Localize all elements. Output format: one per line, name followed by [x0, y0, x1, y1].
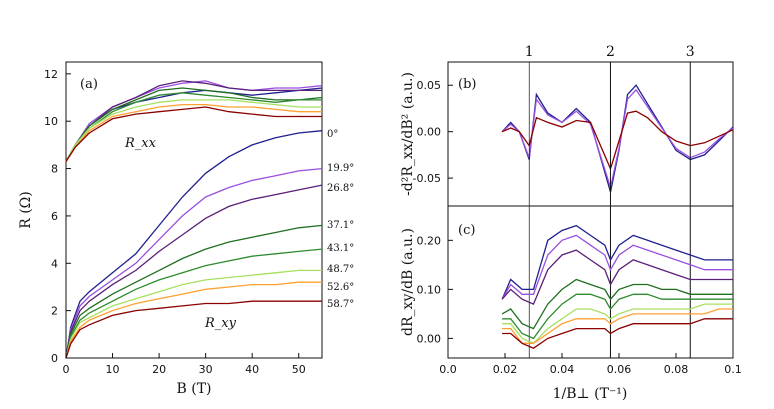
rxx-curve-1 [65, 80, 323, 162]
rxx-curve-7 [65, 106, 322, 162]
panel-c-xtick-label-2: 0.04 [550, 363, 575, 376]
vertical-line-label-2: 2 [606, 44, 615, 60]
panel-c-curve-1 [501, 234, 733, 300]
rxx-curve-0 [65, 87, 323, 162]
panel-b-curve-2 [501, 110, 734, 171]
rxy-annotation: R_xy [204, 316, 237, 331]
vertical-line-label-3: 3 [686, 44, 695, 60]
panel-c-xtick-label-3: 0.06 [607, 363, 632, 376]
rxx-curve-3 [65, 87, 323, 162]
panel-c-curve-7 [502, 318, 733, 349]
angle-label-2: 26.8° [327, 183, 354, 194]
panel-a-xtick-label-4: 40 [245, 363, 259, 376]
panel-b-ytick-label-0: -0.05 [413, 172, 441, 185]
rxy-curve-4 [65, 248, 323, 359]
panel-a-ytick-label-5: 10 [44, 115, 58, 128]
angle-label-4: 43.1° [327, 243, 354, 254]
panel-a-ytick-label-6: 12 [44, 68, 58, 81]
rxy-curve-0 [65, 130, 323, 359]
panel-a-ytick-label-2: 4 [51, 257, 58, 270]
panel-c-frame [447, 205, 734, 359]
panel-b-label: (b) [458, 77, 476, 92]
panel-c-xtick-label-1: 0.02 [493, 363, 518, 376]
panel-c-curve-3 [501, 278, 733, 330]
angle-labels: 0° 19.9° 26.8° 37.1° 43.1° 48.7° 52.6° 5… [327, 129, 354, 310]
rxy-curve-2 [65, 184, 323, 359]
panel-c-curve-2 [501, 249, 733, 305]
panel-a-xtick-label-3: 30 [199, 363, 213, 376]
panel-a-xtick-label-0: 0 [63, 363, 70, 376]
angle-label-0: 0° [327, 129, 338, 140]
panel-b-plot: -0.05 0.00 0.05 1 2 3 [413, 44, 734, 358]
vertical-line-label-1: 1 [525, 44, 534, 60]
angle-label-1: 19.9° [327, 163, 354, 174]
angle-label-3: 37.1° [327, 220, 354, 231]
panel-c-plot: 0.0 0.02 0.04 0.06 0.08 0.1 0.00 0.10 0.20 [417, 224, 742, 376]
panel-c-ylabel: dR_xy/dB (a.u.) [400, 228, 416, 336]
panel-c-xtick-label-5: 0.1 [724, 363, 742, 376]
panel-a-ytick-label-4: 8 [51, 163, 58, 176]
panel-b-curve-1 [501, 88, 734, 190]
rxy-curve-3 [65, 224, 323, 359]
panel-a-ytick-label-3: 6 [51, 210, 58, 223]
panel-a-xtick-label-2: 20 [152, 363, 166, 376]
rxx-curve-5 [65, 99, 322, 162]
rxy-curve-7 [65, 300, 322, 359]
panel-a-label: (a) [80, 77, 98, 92]
panel-a-plot: 0 10 20 30 40 50 0 2 4 6 8 10 12 [44, 68, 323, 376]
panel-c-curve-4 [502, 293, 733, 340]
panel-a-xtick-label-1: 10 [106, 363, 120, 376]
rxx-curve-4 [65, 92, 322, 162]
panel-a-xlabel: B (T) [177, 381, 212, 397]
panel-b-ytick-label-1: 0.00 [417, 126, 442, 139]
panel-c-ytick-label-2: 0.20 [417, 234, 442, 247]
panel-c-ytick-label-0: 0.00 [417, 332, 442, 345]
panel-a-frame [65, 61, 323, 359]
angle-label-6: 52.6° [327, 282, 354, 293]
panel-a-xtick-label-5: 50 [292, 363, 306, 376]
panel-b-ytick-label-2: 0.05 [417, 79, 442, 92]
panel-c-curve-0 [501, 224, 733, 300]
panel-b-ylabel: -d²R_xx/dB² (a.u.) [400, 72, 416, 196]
angle-label-5: 48.7° [327, 264, 354, 275]
panel-c-label: (c) [458, 223, 475, 238]
panel-c-ytick-label-1: 0.10 [417, 283, 442, 296]
rxx-curve-6 [65, 103, 322, 162]
panel-a-ytick-label-1: 2 [51, 305, 58, 318]
rxx-annotation: R_xx [124, 136, 157, 151]
angle-label-7: 58.7° [327, 299, 354, 310]
panel-c-xtick-label-4: 0.08 [664, 363, 689, 376]
rxy-curve-1 [65, 167, 323, 359]
panel-a-ylabel: R (Ω) [18, 191, 34, 229]
panel-c-curve-6 [502, 308, 733, 344]
rxy-curve-5 [65, 269, 322, 359]
rxy-curve-6 [65, 281, 322, 359]
panel-c-xtick-label-0: 0.0 [439, 363, 457, 376]
panel-a-ytick-label-0: 0 [51, 352, 58, 365]
panel-c-xlabel: 1/B⊥ (T⁻¹) [553, 386, 628, 402]
